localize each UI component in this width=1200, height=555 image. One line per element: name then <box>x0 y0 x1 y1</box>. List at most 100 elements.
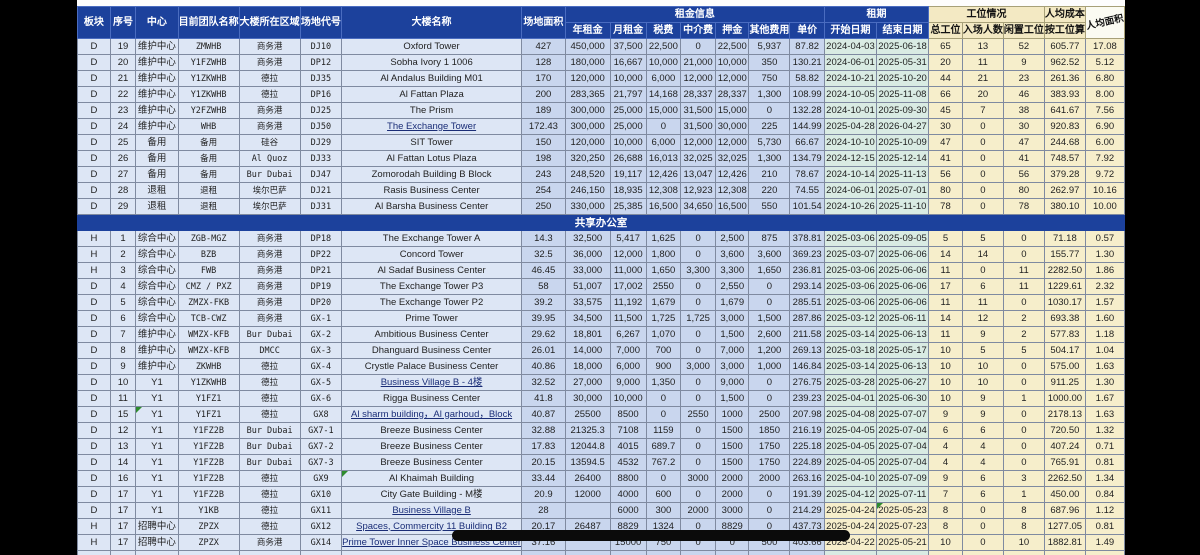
cell-monthly-rent[interactable]: 4015 <box>609 438 647 455</box>
cell-building[interactable]: The Prism <box>341 102 522 119</box>
cell-end-date[interactable]: 2025-06-06 <box>875 262 930 279</box>
cell-site-code[interactable]: GX-4 <box>299 358 343 375</box>
cell-unit-price[interactable]: 378.81 <box>789 230 825 247</box>
cell-center[interactable]: 维护中心 <box>135 70 179 87</box>
cell-district[interactable]: Bur Dubai <box>238 438 301 455</box>
cell-deposit[interactable]: 12,426 <box>715 166 750 183</box>
cell-center[interactable] <box>135 550 179 555</box>
cell-agency-fee[interactable]: 31,500 <box>680 102 717 119</box>
cell-entered-count[interactable]: 9 <box>961 406 1004 423</box>
cell-site-code[interactable]: GX-2 <box>299 326 343 343</box>
header-section[interactable]: 板块 <box>77 6 111 39</box>
cell-entered-count[interactable]: 6 <box>961 470 1004 487</box>
cell-tax[interactable]: 1,625 <box>645 230 682 247</box>
cell-area[interactable]: 254 <box>520 182 566 199</box>
cell-cost-per-seat[interactable]: 575.00 <box>1043 358 1086 375</box>
cell-index[interactable]: 12 <box>109 422 137 439</box>
cell-tax[interactable]: 767.2 <box>645 454 682 471</box>
cell-center[interactable]: 维护中心 <box>135 54 179 71</box>
cell-agency-fee[interactable]: 13,047 <box>680 166 717 183</box>
cell-other-fee[interactable]: 750 <box>748 70 791 87</box>
cell-agency-fee[interactable]: 0 <box>680 438 717 455</box>
cell-deposit[interactable]: 2000 <box>715 486 750 503</box>
cell-total-seats[interactable]: 10 <box>928 358 963 375</box>
cell-deposit[interactable]: 1,679 <box>715 294 750 311</box>
cell-building[interactable]: Al Fattan Lotus Plaza <box>341 150 522 167</box>
cell-area-per-person[interactable]: 1.67 <box>1084 390 1126 407</box>
cell-index[interactable] <box>109 550 137 555</box>
cell-idle-seats[interactable]: 52 <box>1002 38 1045 55</box>
cell-total-seats[interactable]: 20 <box>928 54 963 71</box>
cell-site-code[interactable]: GX8 <box>299 406 343 423</box>
cell-site-code[interactable]: DJ25 <box>299 102 343 119</box>
cell-index[interactable]: 2 <box>109 246 137 263</box>
cell-unit-price[interactable]: 214.29 <box>789 502 825 519</box>
header-unit-price[interactable]: 单价 <box>789 22 825 39</box>
cell-area-per-person[interactable]: 1.30 <box>1084 246 1126 263</box>
cell-section[interactable]: D <box>77 166 111 183</box>
cell-deposit[interactable]: 15,000 <box>715 102 750 119</box>
cell-section[interactable]: D <box>77 70 111 87</box>
cell-area[interactable]: 46.45 <box>520 262 566 279</box>
cell-section[interactable]: D <box>77 118 111 135</box>
cell-index[interactable]: 5 <box>109 294 137 311</box>
cell-start-date[interactable]: 2025-03-14 <box>823 358 878 375</box>
cell-cost-per-seat[interactable]: 504.17 <box>1043 342 1086 359</box>
cell-unit-price[interactable]: 263.16 <box>789 470 825 487</box>
cell-cost-per-seat[interactable] <box>1043 550 1086 555</box>
cell-other-fee[interactable]: 875 <box>748 230 791 247</box>
cell-center[interactable]: Y1 <box>135 502 179 519</box>
cell-district[interactable]: 商务港 <box>238 310 301 327</box>
cell-entered-count[interactable]: 12 <box>961 310 1004 327</box>
cell-cost-per-seat[interactable]: 748.57 <box>1043 150 1086 167</box>
cell-total-seats[interactable]: 4 <box>928 438 963 455</box>
cell-area-per-person[interactable]: 10.00 <box>1084 198 1126 215</box>
cell-deposit[interactable] <box>715 550 750 555</box>
cell-building[interactable]: Business Village B - 4楼 <box>341 374 522 391</box>
cell-section[interactable]: D <box>77 438 111 455</box>
cell-annual-rent[interactable]: 300,000 <box>564 102 611 119</box>
cell-end-date[interactable]: 2025-10-09 <box>875 134 930 151</box>
cell-team[interactable]: Y1FZ2B <box>177 422 240 439</box>
cell-section[interactable]: D <box>77 54 111 71</box>
cell-other-fee[interactable]: 1,300 <box>748 150 791 167</box>
cell-building[interactable]: Ambitious Business Center <box>341 326 522 343</box>
cell-cost-per-seat[interactable]: 911.25 <box>1043 374 1086 391</box>
cell-monthly-rent[interactable]: 26,688 <box>609 150 647 167</box>
cell-idle-seats[interactable]: 0 <box>1002 374 1045 391</box>
cell-start-date[interactable]: 2025-04-28 <box>823 118 878 135</box>
cell-unit-price[interactable]: 224.89 <box>789 454 825 471</box>
cell-end-date[interactable]: 2025-06-06 <box>875 278 930 295</box>
cell-cost-per-seat[interactable]: 1229.61 <box>1043 278 1086 295</box>
cell-agency-fee[interactable]: 31,500 <box>680 118 717 135</box>
cell-site-code[interactable] <box>299 550 343 555</box>
cell-idle-seats[interactable]: 11 <box>1002 262 1045 279</box>
cell-end-date[interactable]: 2025-07-04 <box>875 422 930 439</box>
cell-tax[interactable]: 1,800 <box>645 246 682 263</box>
cell-deposit[interactable]: 3,000 <box>715 358 750 375</box>
cell-total-seats[interactable]: 5 <box>928 230 963 247</box>
cell-idle-seats[interactable]: 0 <box>1002 422 1045 439</box>
cell-unit-price[interactable] <box>789 550 825 555</box>
cell-other-fee[interactable]: 2500 <box>748 406 791 423</box>
cell-cost-per-seat[interactable]: 605.77 <box>1043 38 1086 55</box>
cell-section[interactable]: D <box>77 454 111 471</box>
cell-annual-rent[interactable]: 27,000 <box>564 374 611 391</box>
cell-start-date[interactable]: 2025-03-18 <box>823 342 878 359</box>
cell-index[interactable]: 17 <box>109 486 137 503</box>
section-separator[interactable]: 共享办公室 <box>77 214 1125 231</box>
cell-center[interactable]: 综合中心 <box>135 262 179 279</box>
cell-center[interactable]: 综合中心 <box>135 278 179 295</box>
cell-area-per-person[interactable]: 0.81 <box>1084 454 1126 471</box>
cell-section[interactable]: H <box>77 518 111 535</box>
cell-start-date[interactable]: 2025-04-24 <box>823 502 878 519</box>
cell-deposit[interactable]: 3,300 <box>715 262 750 279</box>
cell-area-per-person[interactable] <box>1084 550 1126 555</box>
cell-other-fee[interactable]: 225 <box>748 118 791 135</box>
cell-annual-rent[interactable]: 246,150 <box>564 182 611 199</box>
cell-team[interactable]: TCB-CWZ <box>177 310 240 327</box>
cell-start-date[interactable]: 2025-03-06 <box>823 278 878 295</box>
cell-entered-count[interactable]: 5 <box>961 230 1004 247</box>
cell-total-seats[interactable]: 44 <box>928 70 963 87</box>
cell-start-date[interactable] <box>823 550 878 555</box>
